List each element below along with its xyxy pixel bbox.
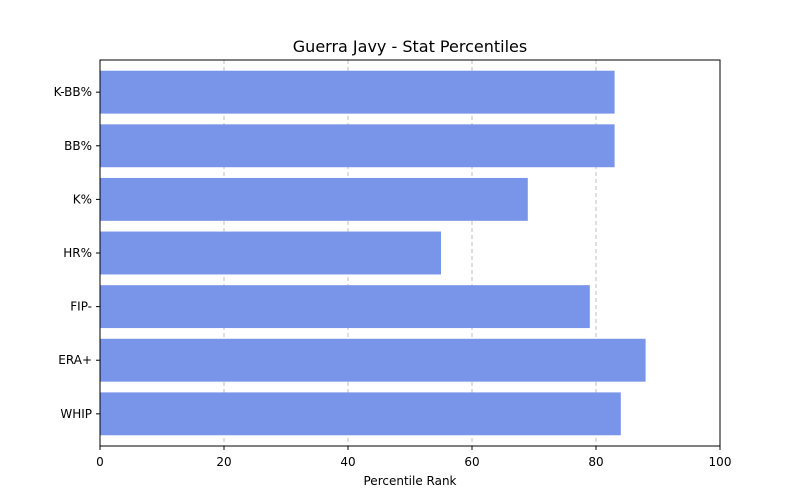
x-tick-label: 60 xyxy=(464,455,479,469)
x-axis-label: Percentile Rank xyxy=(364,474,457,488)
y-tick-label: ERA+ xyxy=(58,353,92,367)
bar xyxy=(100,124,615,168)
x-tick-label: 0 xyxy=(96,455,104,469)
x-tick-label: 20 xyxy=(216,455,231,469)
x-tick-label: 100 xyxy=(709,455,732,469)
x-axis-ticks: 0 20 40 60 80 100 xyxy=(96,446,731,469)
bar xyxy=(100,285,590,329)
y-axis-ticks: K-BB% BB% K% HR% FIP- ERA+ WHIP xyxy=(54,85,100,421)
bar xyxy=(100,177,528,221)
bar xyxy=(100,70,615,114)
chart-title: Guerra Javy - Stat Percentiles xyxy=(293,37,527,56)
bar xyxy=(100,231,441,275)
y-tick-label: K% xyxy=(73,192,92,206)
y-tick-label: BB% xyxy=(64,139,92,153)
bar xyxy=(100,392,621,436)
x-tick-label: 80 xyxy=(588,455,603,469)
bars xyxy=(100,70,646,436)
y-tick-label: HR% xyxy=(63,246,92,260)
x-tick-label: 40 xyxy=(340,455,355,469)
y-tick-label: K-BB% xyxy=(54,85,92,99)
bar xyxy=(100,338,646,382)
y-tick-label: WHIP xyxy=(60,407,92,421)
y-tick-label: FIP- xyxy=(70,300,92,314)
